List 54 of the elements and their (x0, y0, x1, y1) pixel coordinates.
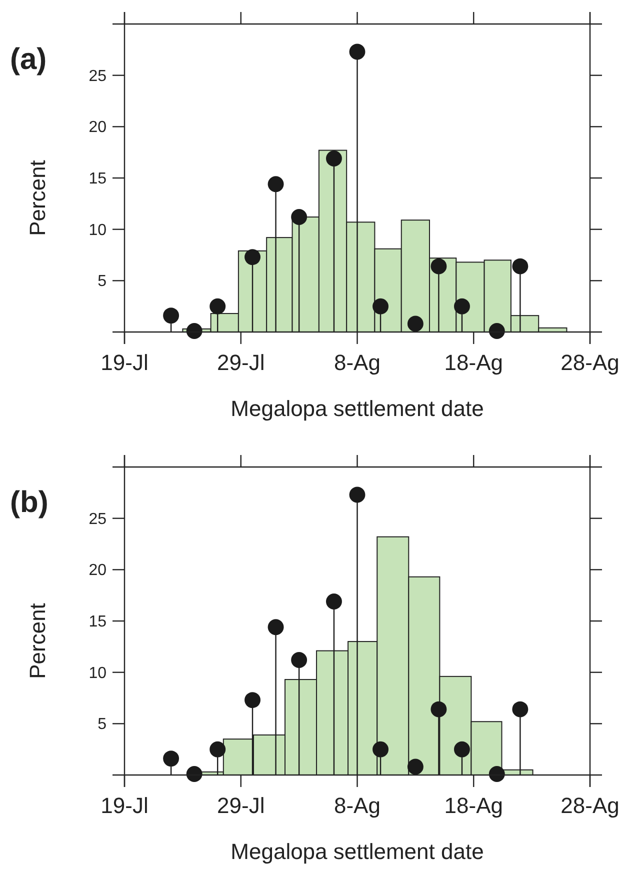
y-tick-label: 25 (88, 68, 107, 85)
y-tick-label: 20 (88, 562, 107, 580)
point (407, 316, 424, 332)
x-tick-label: 28-Ag (560, 350, 620, 375)
y-axis-title: Percent (25, 603, 50, 679)
x-tick-label: 29-Jl (217, 350, 265, 375)
point (186, 323, 202, 339)
point (210, 298, 226, 314)
y-tick-label: 5 (98, 716, 107, 734)
x-tick-label: 18-Ag (444, 350, 503, 375)
point (268, 619, 284, 636)
x-tick-label: 28-Ag (560, 793, 620, 818)
y-tick-label: 15 (88, 614, 107, 630)
y-tick-label: 10 (88, 664, 107, 682)
x-axis-title: Megalopa settlement date (230, 396, 484, 421)
y-tick-label: 25 (88, 510, 107, 528)
point (244, 692, 260, 708)
y-tick-label: 15 (88, 170, 107, 188)
point (349, 44, 366, 60)
point (430, 701, 447, 718)
point (186, 766, 202, 782)
point (454, 298, 470, 314)
point (291, 652, 308, 668)
point (210, 741, 226, 758)
text: (a) (10, 43, 47, 76)
y-axis-title: Percent (25, 160, 50, 236)
point (268, 176, 284, 192)
point (163, 750, 180, 767)
point (372, 298, 389, 314)
point (488, 323, 505, 339)
x-tick-label: 19-Jl (100, 793, 148, 818)
point (430, 258, 447, 274)
point (244, 249, 260, 266)
point (163, 308, 180, 324)
point (512, 701, 528, 718)
y-tick-label: 5 (98, 273, 107, 290)
point (349, 486, 366, 503)
x-axis-title: Megalopa settlement date (230, 839, 484, 864)
y-tick-label: 20 (88, 119, 107, 136)
x-tick-label: 29-Jl (217, 793, 265, 818)
point (488, 766, 505, 782)
x-tick-label: 8-Ag (334, 793, 380, 818)
x-tick-label: 8-Ag (334, 350, 380, 375)
point (512, 258, 528, 274)
x-tick-label: 18-Ag (444, 793, 503, 818)
point (291, 209, 308, 225)
point (326, 150, 342, 166)
point (372, 741, 389, 758)
point (407, 758, 424, 775)
point (454, 741, 470, 758)
x-tick-label: 19-Jl (100, 350, 148, 375)
point (326, 594, 342, 610)
text: (b) (10, 486, 48, 519)
y-tick-label: 10 (88, 222, 107, 239)
